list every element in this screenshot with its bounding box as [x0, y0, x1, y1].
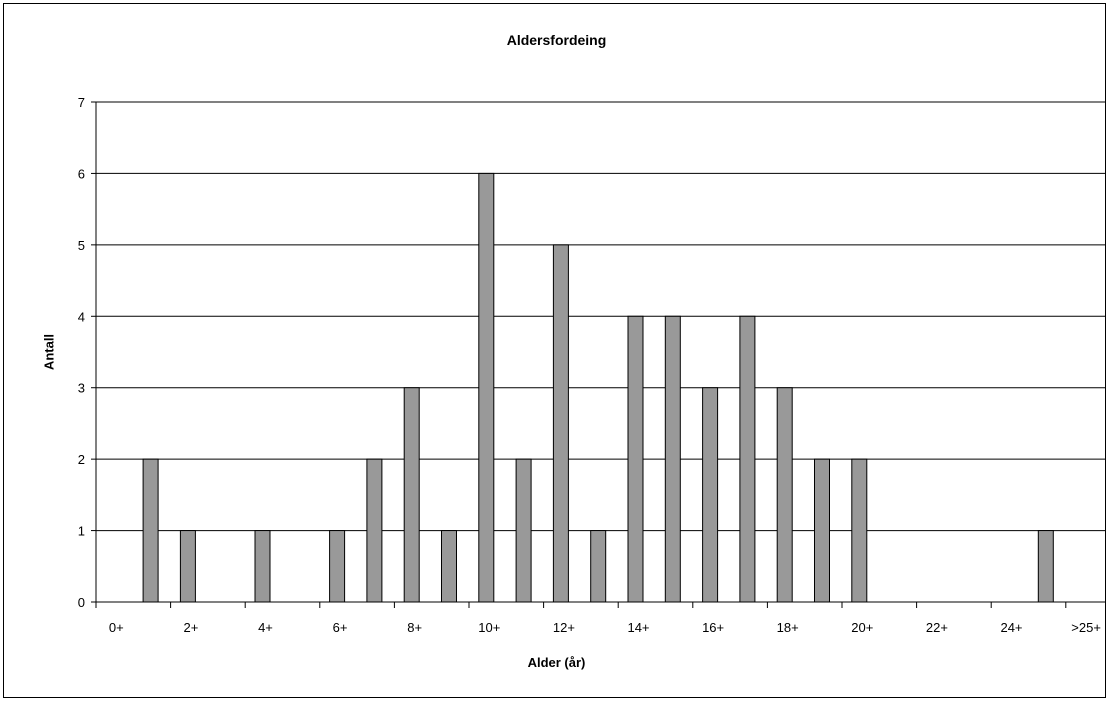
y-tick-label: 2 [78, 452, 85, 467]
x-tick-label: 4+ [258, 620, 273, 635]
y-tick-label: 1 [78, 524, 85, 539]
bar [478, 172, 495, 603]
x-axis-label: Alder (år) [527, 655, 586, 670]
bar [515, 458, 532, 603]
bar [814, 458, 830, 603]
bar [851, 458, 868, 603]
y-tick-label: 7 [78, 95, 85, 110]
bar [403, 387, 420, 603]
x-tick-label: 18+ [777, 620, 799, 635]
bar [664, 315, 681, 603]
bar [179, 530, 196, 603]
x-tick-label: 8+ [407, 620, 422, 635]
chart-title: Aldersfordeing [506, 32, 607, 48]
x-tick-label: >25+ [1071, 620, 1101, 635]
bar [627, 315, 644, 603]
chart-frame [3, 3, 1106, 698]
bar [552, 244, 569, 603]
y-tick-label: 5 [78, 238, 85, 253]
bar [1037, 530, 1054, 603]
y-tick-label: 6 [78, 166, 85, 181]
y-tick-label: 4 [78, 309, 85, 324]
bar [366, 458, 383, 603]
bar [329, 530, 346, 603]
bar [441, 530, 457, 603]
x-tick-label: 20+ [851, 620, 873, 635]
x-tick-label: 10+ [478, 620, 500, 635]
bar [590, 530, 607, 603]
y-tick-label: 0 [78, 595, 85, 610]
bar [142, 458, 159, 603]
x-tick-label: 24+ [1000, 620, 1022, 635]
bar [254, 530, 271, 603]
x-tick-label: 2+ [183, 620, 198, 635]
x-tick-label: 12+ [553, 620, 575, 635]
x-tick-label: 6+ [333, 620, 348, 635]
x-tick-label: 14+ [627, 620, 649, 635]
bar [702, 387, 719, 603]
x-tick-label: 0+ [109, 620, 124, 635]
bar [776, 387, 793, 603]
bar [739, 315, 756, 603]
y-tick-label: 3 [78, 381, 85, 396]
x-tick-label: 22+ [926, 620, 948, 635]
x-tick-label: 16+ [702, 620, 724, 635]
